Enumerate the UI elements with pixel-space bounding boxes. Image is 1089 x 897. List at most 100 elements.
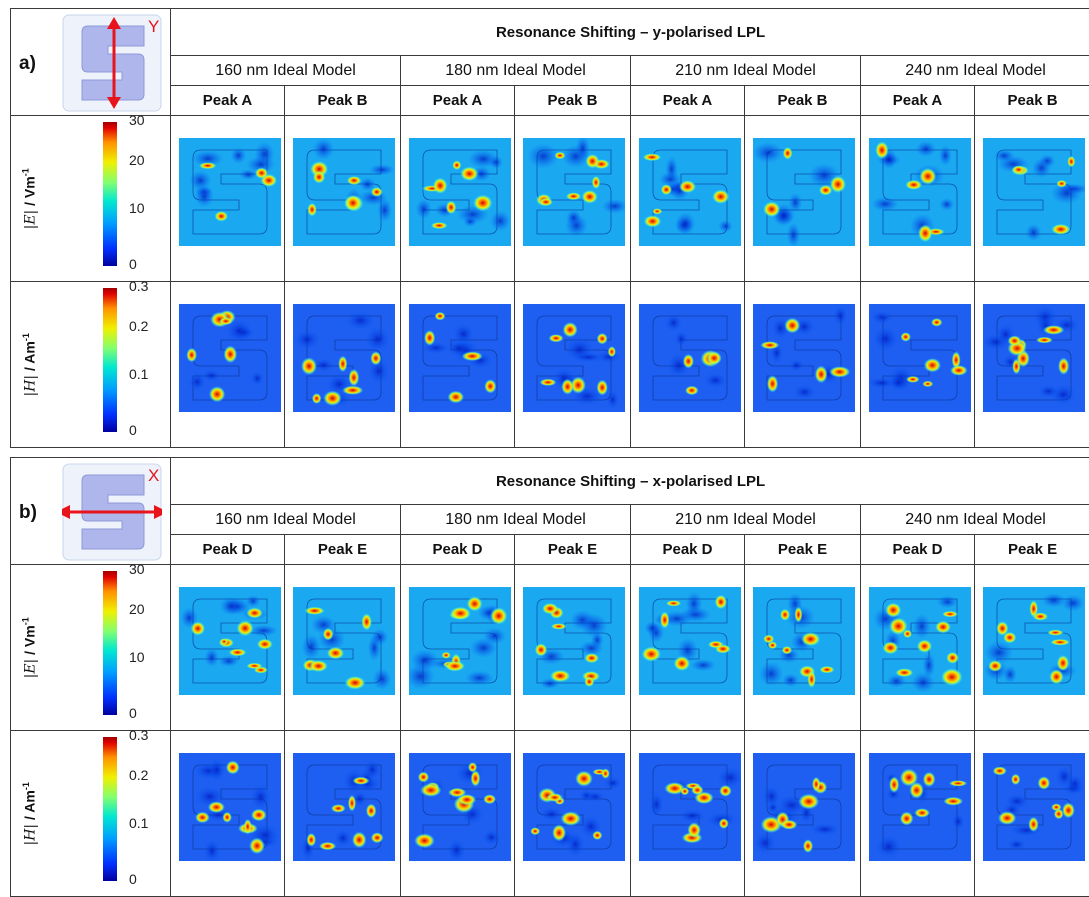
field-map-image xyxy=(639,587,741,695)
peak-header: Peak A xyxy=(171,86,285,116)
quantity-symbol: |E| xyxy=(23,658,39,678)
field-map-image xyxy=(869,138,971,246)
polarisation-axis-label: X xyxy=(148,466,159,485)
field-map-image xyxy=(523,304,625,412)
field-map xyxy=(753,587,855,695)
field-map-cell xyxy=(861,731,975,897)
field-map-image xyxy=(753,304,855,412)
field-map-image xyxy=(869,304,971,412)
field-map xyxy=(869,587,971,695)
field-map-cell xyxy=(401,565,515,731)
field-map-image xyxy=(523,753,625,861)
field-map xyxy=(523,587,625,695)
field-map xyxy=(293,304,395,412)
corner-cell: b)X xyxy=(11,458,171,565)
field-map xyxy=(293,587,395,695)
field-map-cell xyxy=(861,116,975,282)
field-map-cell xyxy=(515,731,631,897)
field-map-image xyxy=(639,138,741,246)
polarisation-icon-holder: Y xyxy=(62,14,162,117)
field-map-image xyxy=(293,587,395,695)
peak-header: Peak D xyxy=(401,535,515,565)
field-map-image xyxy=(983,587,1085,695)
peak-header: Peak B xyxy=(745,86,861,116)
field-map xyxy=(869,138,971,246)
polarisation-icon-holder: X xyxy=(62,463,162,566)
field-map xyxy=(293,753,395,861)
field-map xyxy=(293,138,395,246)
field-map-cell xyxy=(285,731,401,897)
colorbar-tick-label: 0 xyxy=(129,422,137,438)
field-map-cell xyxy=(285,282,401,448)
field-map-cell xyxy=(171,565,285,731)
quantity-symbol: |H| xyxy=(23,824,39,846)
peak-header: Peak D xyxy=(861,535,975,565)
field-map-cell xyxy=(515,282,631,448)
field-map xyxy=(179,138,281,246)
peak-header: Peak A xyxy=(401,86,515,116)
colorbar xyxy=(103,122,117,266)
field-map-cell xyxy=(515,565,631,731)
field-map xyxy=(983,304,1085,412)
peak-header: Peak D xyxy=(171,535,285,565)
colorbar-tick-label: 10 xyxy=(129,200,145,216)
peak-header: Peak A xyxy=(631,86,745,116)
field-map xyxy=(409,587,511,695)
colorbar-tick-label: 0.1 xyxy=(129,366,148,382)
panel-label: a) xyxy=(19,53,36,75)
field-map xyxy=(983,753,1085,861)
field-map-image xyxy=(869,753,971,861)
peak-header: Peak B xyxy=(285,86,401,116)
field-map-image xyxy=(179,753,281,861)
colorbar-tick-label: 30 xyxy=(129,112,145,128)
polarisation-axis-label: Y xyxy=(148,17,159,36)
colorbar xyxy=(103,737,117,881)
field-map-image xyxy=(293,138,395,246)
field-map-cell xyxy=(285,565,401,731)
field-map-cell xyxy=(975,282,1089,448)
field-map-image xyxy=(983,304,1085,412)
peak-header: Peak A xyxy=(861,86,975,116)
colorbar xyxy=(103,288,117,432)
field-map-cell xyxy=(975,731,1089,897)
peak-header: Peak B xyxy=(975,86,1089,116)
field-map xyxy=(753,304,855,412)
field-map-image xyxy=(869,587,971,695)
colorbar-tick-label: 20 xyxy=(129,601,145,617)
field-map-image xyxy=(179,587,281,695)
quantity-symbol: |E| xyxy=(23,209,39,229)
colorbar-tick-label: 30 xyxy=(129,561,145,577)
colorbar-tick-label: 0.3 xyxy=(129,278,148,294)
colorbar-tick-label: 0.2 xyxy=(129,318,148,334)
polarisation-icon: X xyxy=(62,463,162,561)
field-map xyxy=(409,753,511,861)
field-map-image xyxy=(409,138,511,246)
model-header: 160 nm Ideal Model xyxy=(171,56,401,86)
field-map xyxy=(639,753,741,861)
field-map xyxy=(639,138,741,246)
field-map-image xyxy=(523,587,625,695)
corner-cell: a) Y xyxy=(11,9,171,116)
field-map-image xyxy=(293,753,395,861)
field-map-image xyxy=(179,304,281,412)
field-map-cell xyxy=(171,731,285,897)
model-header: 210 nm Ideal Model xyxy=(631,505,861,535)
peak-header: Peak E xyxy=(745,535,861,565)
colorbar-tick-label: 0 xyxy=(129,705,137,721)
quantity-unit: / Vm xyxy=(22,176,38,209)
unit-exponent: -1 xyxy=(21,168,31,176)
field-map-cell xyxy=(401,282,515,448)
field-map-cell xyxy=(171,116,285,282)
field-map-image xyxy=(639,753,741,861)
table-title: Resonance Shifting – x-polarised LPL xyxy=(171,458,1089,505)
table-title: Resonance Shifting – y-polarised LPL xyxy=(171,9,1089,56)
field-map xyxy=(523,304,625,412)
field-map-cell xyxy=(745,282,861,448)
field-map-cell xyxy=(631,116,745,282)
model-header: 180 nm Ideal Model xyxy=(401,505,631,535)
field-map xyxy=(753,138,855,246)
field-map xyxy=(523,138,625,246)
